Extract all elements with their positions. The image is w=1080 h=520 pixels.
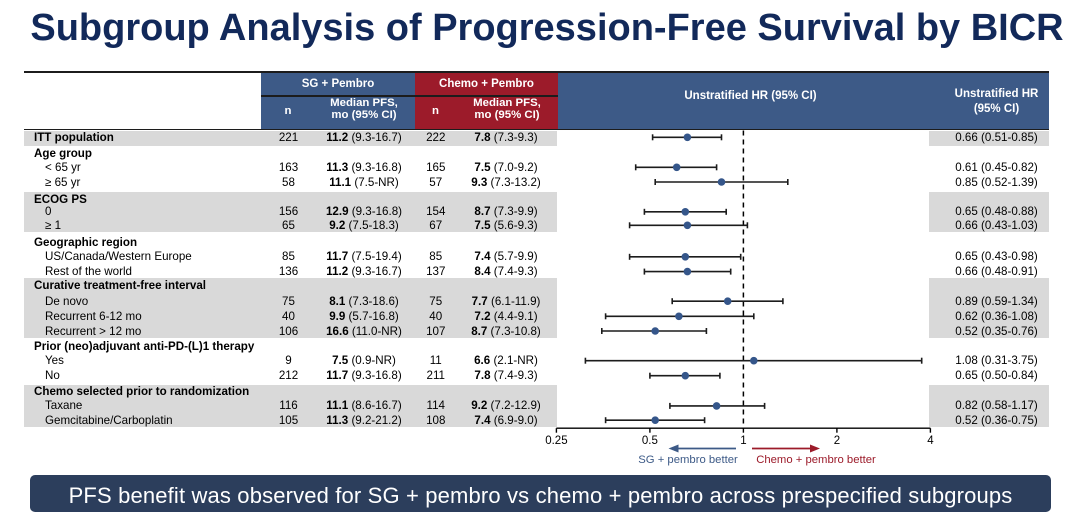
svg-text:4: 4 [927, 435, 934, 447]
svg-text:0.25: 0.25 [545, 435, 567, 447]
svg-text:Chemo + pembro better: Chemo + pembro better [756, 454, 876, 466]
svg-text:SG + pembro better: SG + pembro better [638, 454, 738, 466]
svg-text:2: 2 [834, 435, 840, 447]
svg-text:0.5: 0.5 [642, 435, 658, 447]
svg-text:1: 1 [740, 435, 746, 447]
